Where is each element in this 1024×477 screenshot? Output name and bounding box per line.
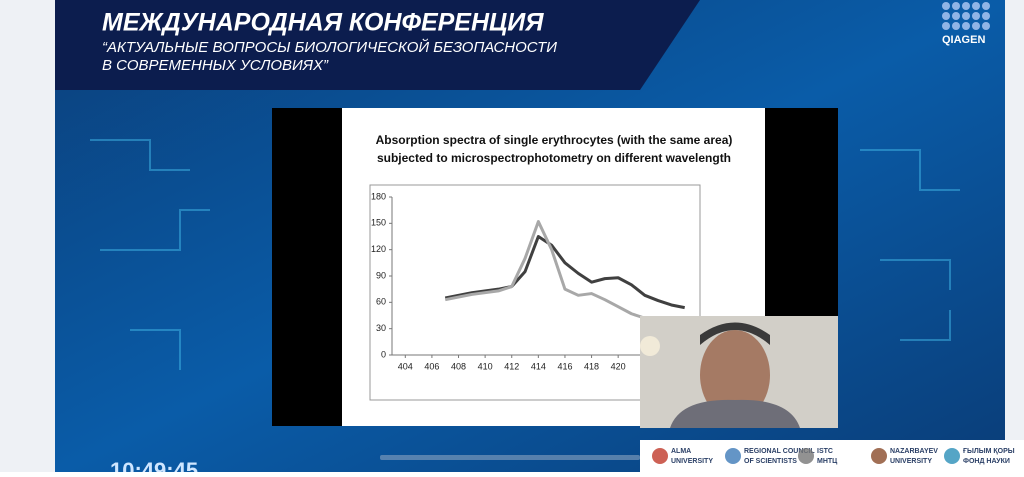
y-tick-label: 60 — [376, 297, 386, 307]
partner-icon — [725, 448, 741, 464]
clock: 10:49:45 — [110, 458, 198, 472]
header-banner — [55, 0, 700, 90]
partner-logo-text: OF SCIENTISTS — [744, 458, 797, 465]
y-tick-label: 0 — [381, 349, 386, 359]
y-tick-label: 180 — [371, 191, 386, 201]
sponsor-logo: QIAGEN — [942, 34, 985, 46]
conference-subtitle: В СОВРЕМЕННЫХ УСЛОВИЯХ” — [102, 57, 329, 74]
chart-title: Absorption spectra of single erythrocyte… — [376, 133, 733, 147]
partner-icon — [944, 448, 960, 464]
x-tick-label: 416 — [557, 361, 572, 371]
partner-logo-text: REGIONAL COUNCIL — [744, 448, 815, 455]
partner-logo-text: МНТЦ — [817, 458, 838, 465]
partner-logo-text: ФОНД НАУКИ — [963, 458, 1010, 465]
conference-title: МЕЖДУНАРОДНАЯ КОНФЕРЕНЦИЯ — [102, 9, 544, 37]
progress-bar — [380, 455, 640, 460]
partner-icon — [871, 448, 887, 464]
chart-title: subjected to microspectrophotometry on d… — [377, 151, 731, 165]
sponsor-dots — [942, 2, 990, 30]
x-tick-label: 404 — [398, 361, 413, 371]
spectrum-line — [444, 220, 646, 320]
partner-icon — [652, 448, 668, 464]
partner-logo-text: UNIVERSITY — [671, 458, 713, 465]
partner-logo-text: ISTC — [817, 448, 833, 455]
decor — [90, 139, 960, 370]
x-tick-label: 420 — [611, 361, 626, 371]
partner-logo-text: UNIVERSITY — [890, 458, 932, 465]
conference-subtitle: “АКТУАЛЬНЫЕ ВОПРОСЫ БИОЛОГИЧЕСКОЙ БЕЗОПА… — [102, 38, 557, 56]
plot: 0 30 60 90 120 150 180 404 406 408 410 412 414 416 418… — [371, 191, 698, 371]
x-tick-label: 414 — [531, 361, 546, 371]
partner-logo-text: NAZARBAYEV — [890, 448, 938, 455]
y-tick-label: 30 — [376, 323, 386, 333]
webcam-person — [700, 330, 770, 420]
y-tick-label: 90 — [376, 270, 386, 280]
plot-frame — [369, 184, 701, 401]
webcam-shirt — [670, 399, 800, 428]
x-tick-label: 418 — [584, 361, 599, 371]
x-tick-label: 406 — [424, 361, 439, 371]
partner-strip — [640, 440, 1024, 472]
webcam-object — [640, 336, 660, 356]
partner-icon — [798, 448, 814, 464]
y-tick-label: 150 — [371, 218, 386, 228]
x-tick-label: 408 — [451, 361, 466, 371]
x-tick-label: 412 — [504, 361, 519, 371]
webcam-hair — [700, 322, 770, 345]
partner-logo-text: ALMA — [671, 448, 691, 455]
partner-logo-text: ҒЫЛЫМ ҚОРЫ — [963, 448, 1015, 455]
x-tick-label: 410 — [478, 361, 493, 371]
partners: ALMA UNIVERSITY REGIONAL COUNCIL OF SCIENTI… — [652, 448, 1015, 465]
y-tick-label: 120 — [371, 244, 386, 254]
